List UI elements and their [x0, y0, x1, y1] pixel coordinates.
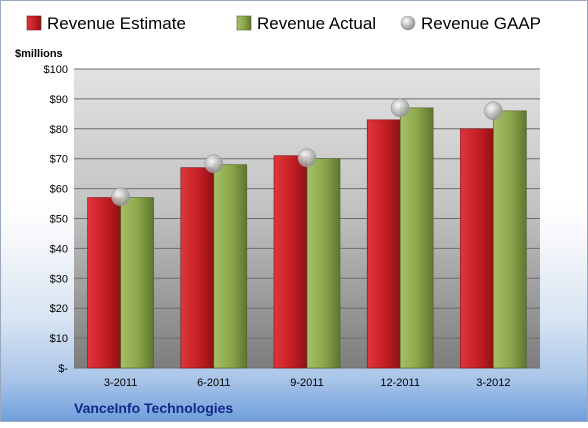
marker-revenue-gaap — [484, 101, 503, 121]
bar-revenue-actual — [306, 158, 341, 369]
bar-revenue-estimate — [87, 197, 121, 369]
x-axis: 3-2011 6-2011 9-2011 12-2011 3-2012 — [104, 377, 511, 389]
legend: Revenue Estimate Revenue Actual Revenue GA… — [26, 14, 541, 33]
unit-label: $millions — [15, 48, 63, 60]
legend-swatch — [400, 15, 416, 31]
bar-revenue-actual — [213, 164, 248, 369]
legend-label: Revenue GAAP — [421, 14, 541, 33]
x-tick-label: 9-2011 — [290, 377, 323, 389]
legend-swatch — [26, 15, 42, 31]
y-tick-label: $70 — [50, 154, 68, 166]
y-tick-label: $60 — [50, 184, 68, 196]
bar-revenue-actual — [399, 107, 434, 369]
bar-revenue-estimate — [366, 119, 401, 369]
company-name: VanceInfo Technologies — [74, 400, 233, 416]
x-tick-label: 3-2012 — [476, 377, 510, 389]
y-tick-label: $10 — [50, 333, 68, 345]
x-tick-label: 12-2011 — [380, 377, 420, 389]
y-tick-label: $20 — [50, 303, 68, 315]
x-tick-label: 6-2011 — [197, 377, 230, 389]
y-tick-label: $50 — [50, 214, 68, 226]
bar-revenue-actual — [120, 197, 154, 369]
legend-label: Revenue Estimate — [47, 14, 186, 33]
y-tick-label: $90 — [50, 94, 68, 106]
legend-swatch — [236, 15, 252, 31]
marker-revenue-gaap — [297, 148, 317, 168]
y-tick-label: $100 — [44, 64, 68, 76]
bar-revenue-estimate — [460, 128, 494, 369]
y-tick-label: $- — [58, 363, 68, 375]
bar-revenue-actual — [493, 110, 527, 369]
y-tick-label: $80 — [50, 124, 68, 136]
y-tick-label: $30 — [50, 273, 68, 285]
bar-revenue-estimate — [180, 167, 215, 369]
marker-revenue-gaap — [390, 98, 410, 118]
y-axis: $- $10 $20 $30 $40 $50 $60 $70 $80 $90 $100 — [44, 64, 69, 375]
legend-label: Revenue Actual — [257, 14, 376, 33]
x-tick-label: 3-2011 — [104, 377, 137, 389]
marker-revenue-gaap — [204, 154, 224, 174]
bar-revenue-estimate — [273, 155, 308, 369]
gaap-markers — [111, 98, 503, 206]
marker-revenue-gaap — [111, 187, 130, 206]
y-tick-label: $40 — [50, 243, 68, 255]
bars — [87, 107, 527, 369]
